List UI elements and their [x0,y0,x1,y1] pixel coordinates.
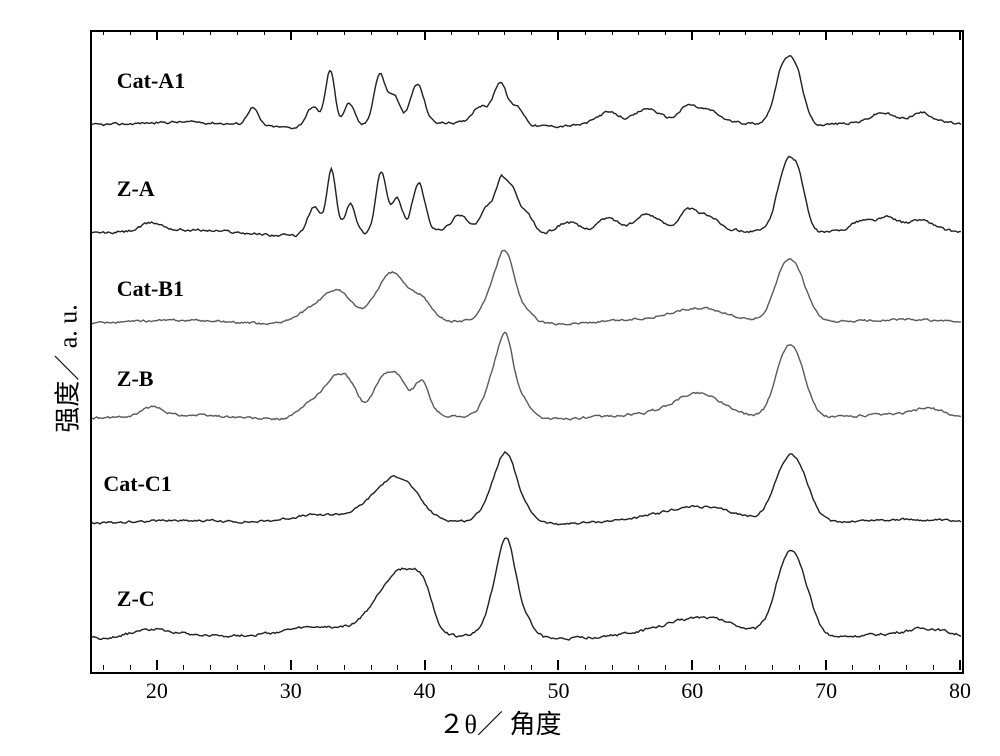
xtick-major [156,660,158,670]
trace-Z-B [92,332,961,420]
xtick-minor [665,30,666,35]
xtick-minor [852,665,853,670]
xtick-minor [906,30,907,35]
xtick-minor [183,30,184,35]
xtick-major [691,30,693,40]
xtick-minor [344,30,345,35]
xtick-major [825,660,827,670]
xtick-minor [397,30,398,35]
xtick-major [290,660,292,670]
xtick-minor [772,30,773,35]
xtick-minor [317,30,318,35]
xtick-minor [638,30,639,35]
trace-Z-C [92,538,961,640]
xtick-minor [933,665,934,670]
xtick-minor [103,30,104,35]
xtick-minor [531,30,532,35]
xtick-minor [665,665,666,670]
trace-Cat-B1 [92,251,961,326]
xtick-minor [183,665,184,670]
xtick-label: 80 [949,678,971,704]
xtick-minor [612,30,613,35]
xtick-label: 70 [815,678,837,704]
xtick-minor [371,665,372,670]
xtick-minor [719,665,720,670]
xtick-minor [933,30,934,35]
xtick-minor [478,665,479,670]
xtick-minor [638,665,639,670]
xtick-minor [585,30,586,35]
xrd-chart: 强度／ a. u. ２θ／ 角度 Cat-A1 Z-A Cat-B1 Z-B Cat-C… [0,0,1000,756]
xtick-minor [772,665,773,670]
xtick-minor [879,665,880,670]
xtick-label: 20 [146,678,168,704]
xtick-minor [879,30,880,35]
xtick-minor [264,665,265,670]
xtick-minor [130,665,131,670]
xtick-minor [317,665,318,670]
xtick-minor [237,30,238,35]
xtick-major [959,30,961,40]
xtick-minor [210,665,211,670]
xtick-label: 50 [547,678,569,704]
xtick-minor [371,30,372,35]
xtick-minor [344,665,345,670]
xtick-minor [130,30,131,35]
xtick-minor [799,30,800,35]
x-axis-label: ２θ／ 角度 [439,704,562,741]
trace-Cat-A1 [92,56,961,129]
traces-svg [92,32,962,672]
xtick-minor [852,30,853,35]
xtick-label: 40 [414,678,436,704]
xtick-minor [585,665,586,670]
xtick-minor [237,665,238,670]
xtick-minor [612,665,613,670]
xtick-minor [504,30,505,35]
xtick-minor [478,30,479,35]
series-label-Z-A: Z-A [117,176,155,202]
xtick-minor [531,665,532,670]
xtick-major [557,30,559,40]
xtick-major [156,30,158,40]
xtick-minor [745,665,746,670]
xtick-major [424,30,426,40]
xtick-major [557,660,559,670]
xtick-label: 60 [681,678,703,704]
xtick-label: 30 [280,678,302,704]
y-axis-label: 强度／ a. u. [47,304,84,433]
xtick-minor [264,30,265,35]
xtick-major [691,660,693,670]
xtick-minor [103,665,104,670]
trace-Z-A [92,156,961,236]
xtick-major [959,660,961,670]
xtick-minor [451,665,452,670]
xtick-minor [906,665,907,670]
series-label-Cat-A1: Cat-A1 [117,68,185,94]
xtick-major [424,660,426,670]
xtick-minor [504,665,505,670]
series-label-Cat-C1: Cat-C1 [103,471,171,497]
xtick-major [290,30,292,40]
xtick-minor [719,30,720,35]
xtick-major [825,30,827,40]
xtick-minor [397,665,398,670]
plot-area [90,30,964,674]
trace-Cat-C1 [92,452,961,525]
xtick-minor [799,665,800,670]
xtick-minor [451,30,452,35]
series-label-Z-B: Z-B [117,366,154,392]
series-label-Z-C: Z-C [117,586,155,612]
xtick-minor [210,30,211,35]
xtick-minor [745,30,746,35]
series-label-Cat-B1: Cat-B1 [117,276,184,302]
